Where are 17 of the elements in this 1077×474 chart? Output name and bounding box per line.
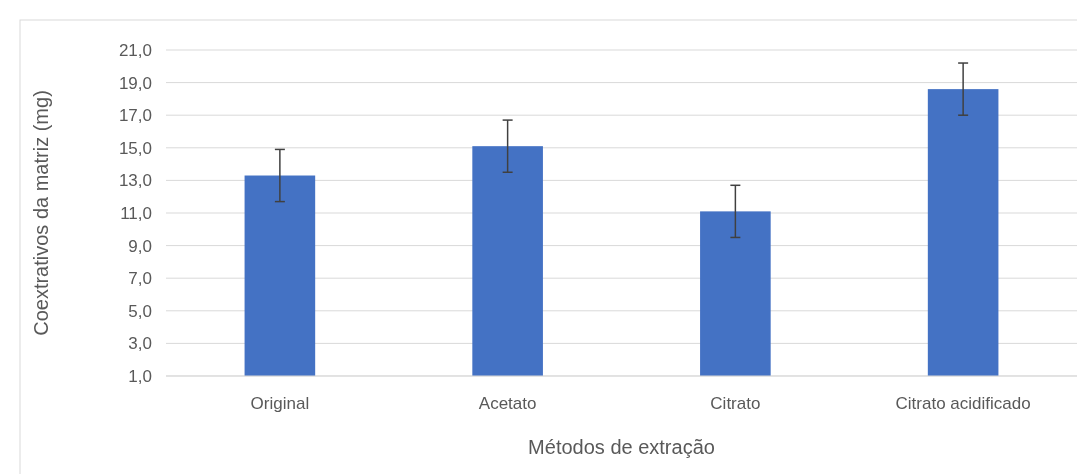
y-axis-title: Coextrativos da matriz (mg) [30, 90, 52, 336]
y-tick-label: 3,0 [128, 334, 152, 354]
x-tick-label: Citrato [710, 394, 761, 413]
x-tick-label: Acetato [478, 394, 537, 413]
y-tick-label: 19,0 [118, 73, 152, 93]
x-axis-title: Métodos de extração [528, 436, 715, 458]
y-tick-label: 9,0 [128, 236, 152, 256]
y-tick-label: 1,0 [128, 366, 152, 386]
y-tick-label: 5,0 [128, 301, 152, 321]
y-tick-label: 7,0 [128, 269, 152, 289]
y-tick-label: 15,0 [118, 138, 152, 158]
y-tick-label: 13,0 [118, 171, 152, 191]
y-tick-label: 11,0 [120, 203, 152, 223]
x-tick-label: Original [250, 394, 310, 413]
y-tick-label: 21,0 [118, 40, 152, 60]
x-tick-label: Citrato acidificado [895, 394, 1031, 413]
y-tick-label: 17,0 [118, 106, 152, 126]
